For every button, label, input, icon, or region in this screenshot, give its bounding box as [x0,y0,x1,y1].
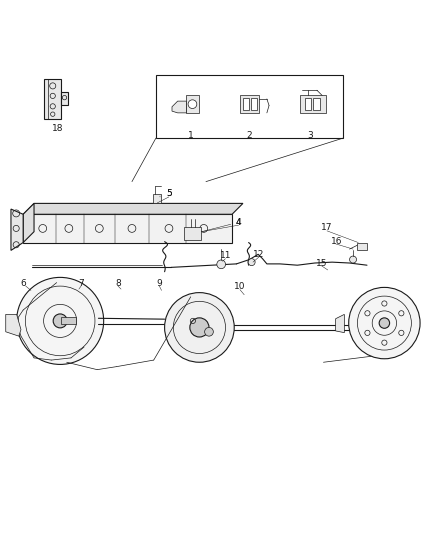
Bar [153,194,161,203]
Text: 3: 3 [307,132,313,140]
Circle shape [165,293,234,362]
Bar [314,98,320,110]
Text: 18: 18 [52,124,64,133]
Polygon shape [23,204,34,243]
Polygon shape [172,101,186,113]
Circle shape [53,314,67,328]
Text: 10: 10 [234,281,246,290]
Bar [60,92,68,104]
Bar [300,95,325,113]
Text: 11: 11 [220,251,231,260]
Text: 17: 17 [321,223,333,232]
Bar [184,228,201,240]
Polygon shape [11,209,23,251]
Text: 15: 15 [315,259,327,268]
Text: 9: 9 [156,279,162,287]
Bar [240,95,259,113]
Bar [44,79,60,118]
Text: 5: 5 [166,189,172,198]
Circle shape [379,318,390,328]
Text: 12: 12 [253,250,265,259]
Text: 7: 7 [78,279,84,287]
Bar [61,318,76,325]
Bar [156,75,343,138]
Circle shape [248,259,255,265]
Bar [305,98,311,110]
Bar [243,98,249,110]
Circle shape [349,287,420,359]
Bar [357,244,367,250]
Text: 1: 1 [188,132,194,140]
Polygon shape [6,314,21,336]
Text: 4: 4 [236,217,241,227]
Text: 4: 4 [236,217,241,227]
Text: 2: 2 [247,132,252,140]
Circle shape [350,256,357,263]
Circle shape [17,277,104,365]
Text: 6: 6 [20,279,26,287]
Circle shape [188,100,197,109]
Polygon shape [336,314,344,333]
Polygon shape [23,204,243,214]
Circle shape [205,327,213,336]
Polygon shape [23,214,232,243]
Bar [186,95,198,113]
Circle shape [217,260,226,269]
Bar [251,98,257,110]
Text: 5: 5 [166,189,172,198]
Text: 8: 8 [115,279,121,287]
Circle shape [190,318,209,337]
Text: 16: 16 [331,237,342,246]
